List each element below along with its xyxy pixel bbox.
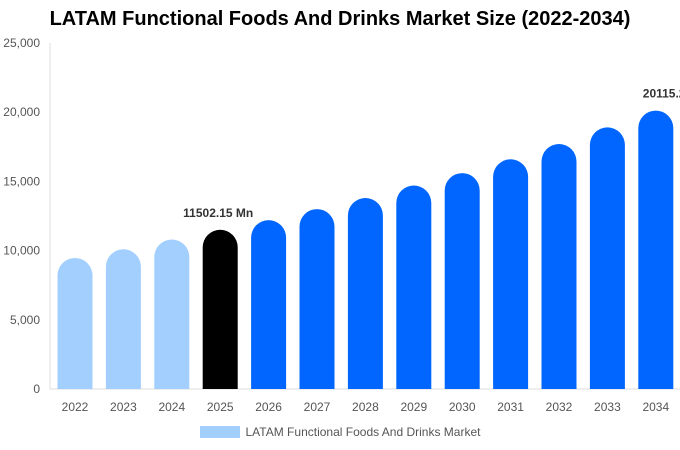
y-tick-label: 5,000 bbox=[10, 313, 40, 327]
x-tick-label: 2034 bbox=[642, 400, 669, 414]
bar-2023 bbox=[105, 249, 141, 389]
x-tick-label: 2026 bbox=[255, 400, 282, 414]
legend: LATAM Functional Foods And Drinks Market bbox=[0, 425, 680, 439]
legend-label: LATAM Functional Foods And Drinks Market bbox=[245, 425, 481, 439]
x-tick-label: 2031 bbox=[497, 400, 524, 414]
bar-2031 bbox=[493, 159, 529, 389]
y-tick-label: 25,000 bbox=[3, 36, 40, 50]
bar-2028 bbox=[347, 198, 383, 389]
x-tick-label: 2033 bbox=[594, 400, 621, 414]
bar-2024 bbox=[154, 239, 190, 389]
y-tick-label: 20,000 bbox=[3, 105, 40, 119]
data-label: 11502.15 Mn bbox=[183, 206, 253, 220]
bar-2025 bbox=[202, 229, 238, 389]
x-tick-label: 2032 bbox=[546, 400, 573, 414]
bar-2027 bbox=[299, 209, 335, 389]
data-label: 20115.26 Mn bbox=[643, 87, 680, 101]
bar-2032 bbox=[541, 144, 577, 389]
y-tick-label: 0 bbox=[33, 382, 40, 396]
y-tick-label: 15,000 bbox=[3, 174, 40, 188]
bar-2022 bbox=[57, 257, 93, 389]
x-tick-label: 2029 bbox=[400, 400, 427, 414]
x-tick-label: 2025 bbox=[207, 400, 234, 414]
bar-2030 bbox=[444, 173, 480, 389]
x-tick-label: 2028 bbox=[352, 400, 379, 414]
bar-2033 bbox=[589, 127, 625, 389]
chart-title: LATAM Functional Foods And Drinks Market… bbox=[49, 8, 631, 30]
legend-swatch bbox=[199, 426, 240, 438]
x-tick-label: 2030 bbox=[449, 400, 476, 414]
bar-2026 bbox=[251, 220, 287, 389]
x-tick-label: 2024 bbox=[158, 400, 185, 414]
y-tick-label: 10,000 bbox=[3, 244, 40, 258]
bar-2029 bbox=[396, 185, 432, 389]
x-tick-label: 2027 bbox=[304, 400, 331, 414]
x-tick-label: 2023 bbox=[110, 400, 137, 414]
x-tick-label: 2022 bbox=[62, 400, 89, 414]
bar-2034 bbox=[638, 110, 674, 389]
